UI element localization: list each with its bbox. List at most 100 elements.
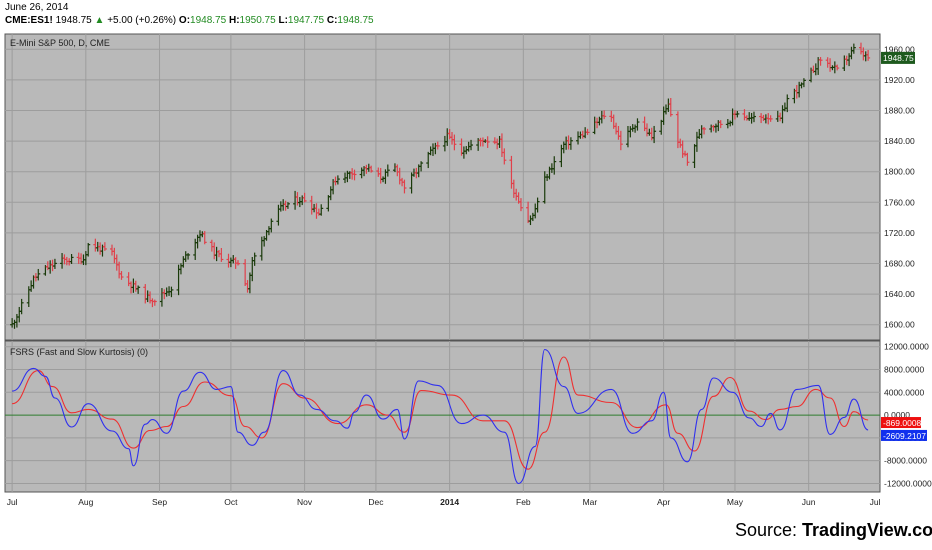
ohlc-bar <box>685 152 690 166</box>
ohlc-bar <box>385 164 390 177</box>
ohlc-bar <box>818 57 823 66</box>
ohlc-bar <box>602 110 607 120</box>
ohlc-bar <box>202 231 207 245</box>
ohlc-bar <box>152 299 157 306</box>
ohlc-bar <box>219 247 224 262</box>
price-pane-title: E-Mini S&P 500, D, CME <box>10 38 110 48</box>
time-tick-label: Apr <box>657 497 670 507</box>
time-tick-label: Aug <box>78 497 93 507</box>
ohlc-bar <box>136 285 141 294</box>
time-tick-label: Jul <box>870 497 881 507</box>
ohlc-bar <box>252 252 257 266</box>
ohlc-bar <box>568 137 573 150</box>
ohlc-bar <box>236 260 241 266</box>
price-bars <box>10 42 871 329</box>
ohlc-bar <box>452 134 457 151</box>
ohlc-bar <box>768 115 773 122</box>
time-tick-label: Dec <box>368 497 384 507</box>
ohlc-bar <box>702 126 707 135</box>
ohlc-bar <box>485 136 490 148</box>
osc-tick-label: -8000.0000 <box>884 456 927 466</box>
symbol-label[interactable]: CME:ES1! <box>5 15 53 26</box>
fast-kurtosis-line <box>11 348 869 485</box>
ohlc-bar <box>302 192 307 203</box>
last-price-tag-text: 1948.75 <box>883 53 914 63</box>
price-pane-background <box>4 33 881 341</box>
price-tick-label: 1840.00 <box>884 136 915 146</box>
ohlc-bar <box>668 97 673 117</box>
low-label: L: <box>278 15 288 26</box>
fast-value-tag-text: -2609.2107 <box>883 431 926 441</box>
time-tick-label: Oct <box>224 497 238 507</box>
chart-canvas[interactable]: E-Mini S&P 500, D, CME 1960.00 1920.00 188… <box>0 0 932 515</box>
price-grid <box>5 34 880 340</box>
ohlc-bar <box>86 242 91 257</box>
ohlc-bar <box>19 298 24 315</box>
slow-value-tag-text: -869.0008 <box>883 418 922 428</box>
osc-tick-label: 8000.0000 <box>884 364 924 374</box>
ohlc-bar <box>319 204 324 216</box>
oscillator-lines <box>11 348 869 485</box>
ohlc-bar <box>419 161 424 172</box>
ohlc-bar <box>552 156 557 175</box>
price-pane[interactable]: E-Mini S&P 500, D, CME 1960.00 1920.00 188… <box>4 33 915 341</box>
price-tick-label: 1920.00 <box>884 75 915 85</box>
ohlc-bar <box>751 111 756 123</box>
ohlc-bar <box>785 94 790 113</box>
ohlc-bar <box>535 197 540 213</box>
ohlc-bar <box>851 43 856 54</box>
chart-date: June 26, 2014 <box>5 2 69 13</box>
time-tick-label: May <box>727 497 744 507</box>
last-price-tag-box <box>881 51 915 64</box>
last-price: 1948.75 <box>55 15 92 26</box>
ohlc-bar <box>52 258 57 269</box>
price-tick-label: 1880.00 <box>884 106 915 116</box>
price-tick-label: 1720.00 <box>884 228 915 238</box>
ohlc-bar <box>435 141 440 150</box>
ohlc-bar <box>801 78 806 88</box>
price-tick-label: 1800.00 <box>884 167 915 177</box>
ohlc-bar <box>866 50 871 61</box>
oscillator-value-tags: -869.0008 -2609.2107 <box>881 417 927 441</box>
time-tick-label: Mar <box>583 497 598 507</box>
price-tick-label: 1680.00 <box>884 259 915 269</box>
ohlc-bar <box>36 268 41 281</box>
source-prefix: Source: <box>735 520 803 540</box>
price-axis[interactable]: 1960.00 1920.00 1880.00 1840.00 1800.00 1760.… <box>884 44 915 329</box>
ohlc-bar <box>369 165 374 173</box>
price-tick-label: 1600.00 <box>884 320 915 330</box>
oscillator-pane-background <box>4 340 881 493</box>
open-value: 1948.75 <box>190 15 227 26</box>
osc-tick-label: -12000.0000 <box>884 478 932 488</box>
oscillator-pane[interactable]: FSRS (Fast and Slow Kurtosis) (0) 12000.… <box>4 340 932 493</box>
ohlc-bar <box>285 202 290 209</box>
time-tick-label: Sep <box>152 497 167 507</box>
quote-line: CME:ES1! 1948.75 ▲ +5.00 (+0.26%) O:1948… <box>5 15 374 26</box>
slow-kurtosis-line <box>11 356 869 470</box>
price-tick-label: 1760.00 <box>884 197 915 207</box>
up-arrow-icon: ▲ <box>94 15 105 26</box>
time-tick-label: Feb <box>516 497 531 507</box>
source-credit: Source: TradingView.com <box>735 520 932 541</box>
time-tick-label: Nov <box>297 497 313 507</box>
oscillator-axis[interactable]: 12000.00008000.00004000.00000.0000-4000.… <box>884 342 932 489</box>
ohlc-bar <box>402 179 407 194</box>
ohlc-bar <box>835 64 840 71</box>
time-axis[interactable]: Jul Aug Sep Oct Nov Dec 2014 Feb Mar Apr May Jun Jul <box>7 497 881 507</box>
ohlc-bar <box>186 253 191 260</box>
ohlc-bar <box>69 253 74 264</box>
ohlc-bar <box>652 125 657 144</box>
ohlc-bar <box>585 128 590 136</box>
osc-tick-label: 0.0000 <box>884 410 910 420</box>
oscillator-grid <box>5 341 880 492</box>
ohlc-bar <box>618 130 623 151</box>
osc-tick-label: 12000.0000 <box>884 342 929 352</box>
ohlc-bar <box>469 139 474 151</box>
low-value: 1947.75 <box>287 15 325 26</box>
time-tick-label: Jun <box>802 497 816 507</box>
ohlc-bar <box>718 120 723 129</box>
ohlc-bar <box>735 110 740 118</box>
ohlc-bar <box>518 198 523 212</box>
price-change: +5.00 (+0.26%) <box>107 15 177 26</box>
last-price-tag: 1948.75 <box>881 51 915 64</box>
